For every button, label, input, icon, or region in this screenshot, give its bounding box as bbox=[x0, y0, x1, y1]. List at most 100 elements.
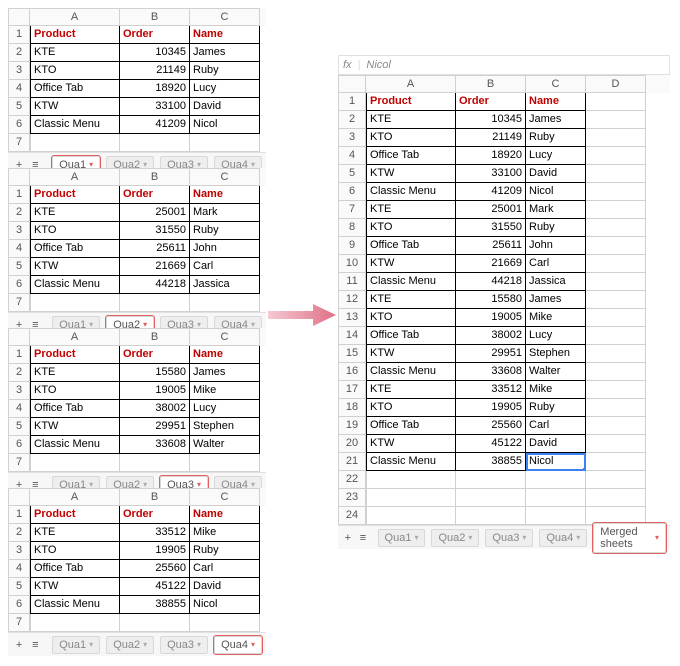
row-header[interactable]: 1 bbox=[8, 346, 30, 364]
cell[interactable]: 10345 bbox=[456, 111, 526, 129]
column-header[interactable]: B bbox=[120, 328, 190, 346]
cell[interactable] bbox=[30, 454, 120, 472]
row-header[interactable]: 17 bbox=[338, 381, 366, 399]
cell[interactable]: KTO bbox=[30, 542, 120, 560]
all-sheets-button[interactable]: ≡ bbox=[360, 532, 372, 544]
cell[interactable] bbox=[120, 134, 190, 152]
cell[interactable]: 38855 bbox=[456, 453, 526, 471]
cell[interactable]: Lucy bbox=[190, 400, 260, 418]
column-header[interactable]: A bbox=[30, 168, 120, 186]
row-header[interactable]: 1 bbox=[8, 26, 30, 44]
cell[interactable]: KTW bbox=[30, 98, 120, 116]
sheet-tab[interactable]: Merged sheets▾ bbox=[593, 523, 666, 553]
sheet-tab[interactable]: Qua1▾ bbox=[52, 636, 100, 654]
row-header[interactable]: 4 bbox=[8, 560, 30, 578]
row-header[interactable]: 7 bbox=[8, 454, 30, 472]
cell[interactable]: KTE bbox=[30, 364, 120, 382]
cell[interactable]: 21669 bbox=[120, 258, 190, 276]
cell[interactable]: 25611 bbox=[120, 240, 190, 258]
cell[interactable]: Stephen bbox=[526, 345, 586, 363]
cell[interactable]: James bbox=[526, 291, 586, 309]
cell[interactable]: KTE bbox=[30, 524, 120, 542]
cell[interactable] bbox=[586, 345, 646, 363]
cell[interactable]: John bbox=[526, 237, 586, 255]
cell[interactable]: Nicol bbox=[190, 116, 260, 134]
cell[interactable]: Mike bbox=[526, 309, 586, 327]
row-header[interactable]: 2 bbox=[8, 204, 30, 222]
header-cell[interactable]: Product bbox=[30, 26, 120, 44]
cell[interactable]: 10345 bbox=[120, 44, 190, 62]
dropdown-icon[interactable]: ▾ bbox=[89, 640, 93, 649]
row-header[interactable]: 2 bbox=[8, 44, 30, 62]
row-header[interactable]: 7 bbox=[8, 614, 30, 632]
cell[interactable] bbox=[586, 417, 646, 435]
row-header[interactable]: 3 bbox=[8, 542, 30, 560]
sheet-tab[interactable]: Qua1▾ bbox=[378, 529, 426, 547]
row-header[interactable]: 4 bbox=[338, 147, 366, 165]
cell[interactable]: James bbox=[526, 111, 586, 129]
row-header[interactable]: 9 bbox=[338, 237, 366, 255]
cell[interactable]: 31550 bbox=[456, 219, 526, 237]
row-header[interactable]: 3 bbox=[8, 382, 30, 400]
cell[interactable] bbox=[586, 93, 646, 111]
cell[interactable]: Carl bbox=[526, 255, 586, 273]
header-cell[interactable]: Name bbox=[190, 346, 260, 364]
cell[interactable]: 21149 bbox=[456, 129, 526, 147]
cell[interactable]: Office Tab bbox=[366, 147, 456, 165]
row-header[interactable]: 6 bbox=[8, 276, 30, 294]
cell[interactable]: 19905 bbox=[456, 399, 526, 417]
cell[interactable]: 18920 bbox=[456, 147, 526, 165]
row-header[interactable]: 5 bbox=[8, 578, 30, 596]
row-header[interactable]: 2 bbox=[8, 524, 30, 542]
row-header[interactable]: 23 bbox=[338, 489, 366, 507]
row-header[interactable]: 6 bbox=[8, 596, 30, 614]
cell[interactable] bbox=[586, 201, 646, 219]
cell[interactable]: Mike bbox=[190, 382, 260, 400]
cell[interactable]: 45122 bbox=[120, 578, 190, 596]
all-sheets-button[interactable]: ≡ bbox=[32, 639, 46, 651]
column-header[interactable]: C bbox=[190, 328, 260, 346]
cell[interactable] bbox=[456, 507, 526, 525]
row-header[interactable]: 5 bbox=[8, 418, 30, 436]
cell[interactable]: Office Tab bbox=[366, 417, 456, 435]
dropdown-icon[interactable]: ▾ bbox=[576, 533, 580, 542]
cell[interactable]: KTO bbox=[30, 222, 120, 240]
header-cell[interactable]: Product bbox=[30, 346, 120, 364]
header-cell[interactable]: Name bbox=[526, 93, 586, 111]
cell[interactable] bbox=[366, 471, 456, 489]
cell[interactable]: Office Tab bbox=[366, 237, 456, 255]
header-cell[interactable]: Order bbox=[120, 506, 190, 524]
cell[interactable]: 33512 bbox=[456, 381, 526, 399]
dropdown-icon[interactable]: ▾ bbox=[655, 533, 659, 542]
cell[interactable] bbox=[456, 489, 526, 507]
sheet-tab[interactable]: Qua3▾ bbox=[485, 529, 533, 547]
cell[interactable]: 33608 bbox=[120, 436, 190, 454]
cell[interactable]: Classic Menu bbox=[30, 116, 120, 134]
dropdown-icon[interactable]: ▾ bbox=[197, 640, 201, 649]
cell[interactable]: David bbox=[526, 435, 586, 453]
cell[interactable] bbox=[526, 507, 586, 525]
cell[interactable] bbox=[586, 237, 646, 255]
add-sheet-button[interactable]: + bbox=[12, 639, 26, 651]
cell[interactable]: Nicol bbox=[190, 596, 260, 614]
row-header[interactable]: 7 bbox=[8, 134, 30, 152]
cell[interactable]: James bbox=[190, 364, 260, 382]
column-header[interactable]: C bbox=[190, 168, 260, 186]
row-header[interactable]: 7 bbox=[338, 201, 366, 219]
sheet-tab[interactable]: Qua4▾ bbox=[214, 636, 262, 654]
dropdown-icon[interactable]: ▾ bbox=[468, 533, 472, 542]
cell[interactable] bbox=[30, 614, 120, 632]
cell[interactable]: Mike bbox=[526, 381, 586, 399]
column-header[interactable]: A bbox=[366, 75, 456, 93]
cell[interactable] bbox=[586, 399, 646, 417]
dropdown-icon[interactable]: ▾ bbox=[143, 640, 147, 649]
row-header[interactable]: 14 bbox=[338, 327, 366, 345]
cell[interactable]: Office Tab bbox=[30, 400, 120, 418]
cell[interactable]: Office Tab bbox=[366, 327, 456, 345]
cell[interactable] bbox=[586, 435, 646, 453]
cell[interactable]: KTO bbox=[30, 382, 120, 400]
dropdown-icon[interactable]: ▾ bbox=[251, 640, 255, 649]
cell[interactable]: KTE bbox=[30, 204, 120, 222]
row-header[interactable]: 6 bbox=[8, 436, 30, 454]
cell[interactable]: KTO bbox=[366, 309, 456, 327]
